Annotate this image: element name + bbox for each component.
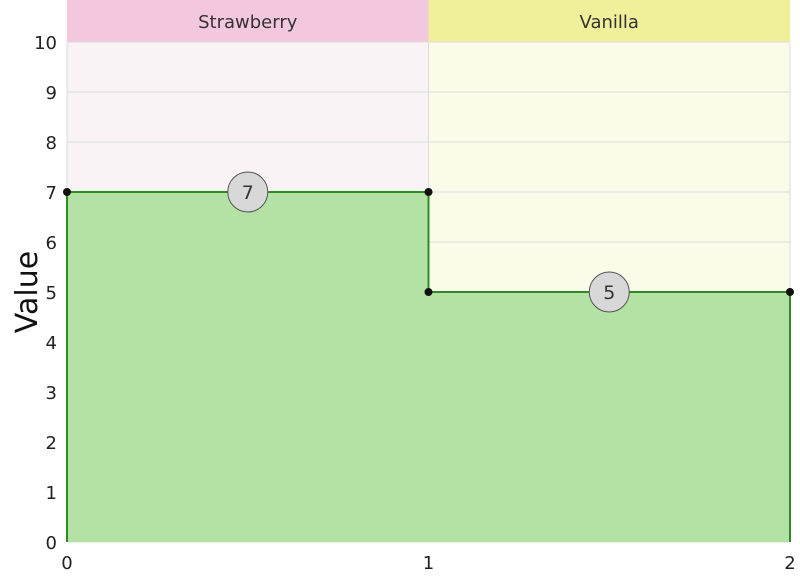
area-segment-0 (67, 192, 429, 542)
x-tick-label-1: 1 (423, 553, 434, 574)
area-segment-1 (428, 292, 790, 542)
y-tick-label-7: 7 (46, 183, 57, 204)
tick-labels: 0 1 2 3 4 5 6 7 8 9 10 0 1 2 (34, 33, 796, 574)
value-badge-1 (588, 271, 630, 313)
data-point-1-0 (424, 288, 433, 296)
y-tick-label-6: 6 (46, 233, 57, 254)
x-tick-label-2: 2 (784, 553, 795, 574)
area-series (63, 188, 794, 542)
y-tick-label-5: 5 (46, 283, 57, 304)
y-axis-title: Value (10, 251, 45, 333)
y-tick-label-4: 4 (46, 333, 57, 354)
y-tick-label-0: 0 (46, 533, 57, 554)
value-badge-0 (227, 171, 269, 213)
data-point-0-0 (63, 188, 71, 196)
y-tick-label-9: 9 (46, 83, 57, 104)
category-label-0: Strawberry (198, 12, 298, 33)
y-tick-label-8: 8 (46, 133, 57, 154)
y-tick-label-1: 1 (46, 483, 57, 504)
value-badges: 75 (227, 171, 630, 313)
category-header-0 (67, 0, 429, 42)
category-label-1: Vanilla (580, 12, 639, 33)
step-line (66, 191, 791, 542)
data-point-1-1 (786, 288, 794, 296)
value-label-1: 5 (603, 282, 615, 304)
category-header-1 (428, 0, 790, 42)
data-point-0-1 (424, 188, 433, 196)
y-tick-label-10: 10 (34, 33, 57, 54)
y-tick-label-3: 3 (46, 383, 57, 404)
x-tick-label-0: 0 (61, 553, 72, 574)
y-tick-label-2: 2 (46, 433, 57, 454)
value-label-0: 7 (242, 182, 254, 204)
